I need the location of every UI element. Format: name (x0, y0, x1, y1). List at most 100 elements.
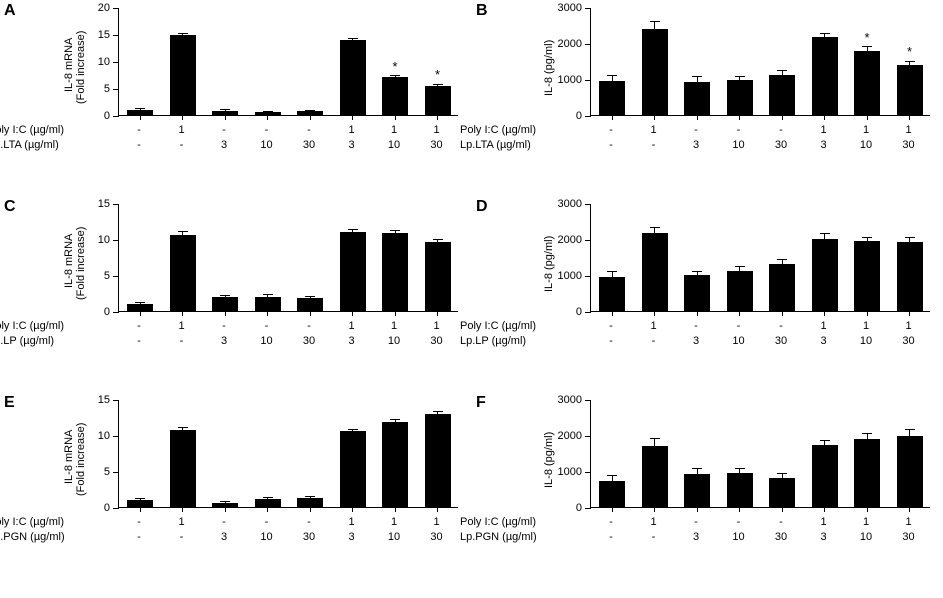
x-tick (182, 115, 183, 120)
panel-f: F0100020003000IL-8 (pg/ml)Poly I:C (µg/m… (476, 394, 936, 590)
condition-label: Poly I:C (µg/ml) (460, 516, 584, 528)
error-cap (135, 302, 145, 303)
bar (642, 446, 668, 507)
bar (812, 37, 838, 115)
condition-value: - (609, 139, 613, 151)
condition-value: 1 (863, 320, 869, 332)
error-cap (220, 295, 230, 296)
condition-value: 30 (303, 531, 315, 543)
bar (684, 275, 710, 311)
y-tick (113, 8, 119, 9)
condition-value: 1 (905, 320, 911, 332)
condition-value: 10 (260, 139, 272, 151)
x-tick (909, 115, 910, 120)
error-cap (178, 231, 188, 232)
y-tick-label: 0 (66, 111, 110, 121)
bar (382, 422, 408, 507)
condition-value: 1 (391, 124, 397, 136)
error-bar (867, 238, 868, 242)
condition-value: 10 (388, 531, 400, 543)
error-cap (263, 497, 273, 498)
condition-value: 30 (430, 139, 442, 151)
y-tick (113, 62, 119, 63)
x-tick (782, 311, 783, 316)
bar (599, 481, 625, 507)
x-tick (697, 507, 698, 512)
bar (684, 82, 710, 115)
condition-value: - (222, 516, 226, 528)
condition-value: - (137, 320, 141, 332)
condition-value: - (180, 335, 184, 347)
bar (297, 498, 323, 507)
x-tick (437, 507, 438, 512)
condition-row: Lp.LTA (µg/ml)--3103031030 (118, 139, 458, 154)
x-tick (824, 311, 825, 316)
plot-area: 051015IL-8 mRNA(Fold increase) (118, 204, 458, 312)
x-tick (654, 115, 655, 120)
condition-value: - (307, 320, 311, 332)
panel-b: B0100020003000IL-8 (pg/ml)**Poly I:C (µg… (476, 2, 936, 198)
y-tick (113, 35, 119, 36)
x-tick (267, 507, 268, 512)
condition-value: 1 (863, 124, 869, 136)
error-cap (348, 38, 358, 39)
condition-label: Lp.LTA (µg/ml) (460, 139, 584, 151)
condition-value: - (265, 124, 269, 136)
condition-value: 30 (303, 139, 315, 151)
error-bar (824, 34, 825, 37)
y-tick (113, 400, 119, 401)
bar (425, 86, 451, 115)
error-bar (909, 61, 910, 65)
y-tick (585, 472, 591, 473)
error-cap (433, 239, 443, 240)
condition-value: - (609, 531, 613, 543)
bar (255, 297, 281, 311)
bar (897, 65, 923, 115)
panel-d: D0100020003000IL-8 (pg/ml)Poly I:C (µg/m… (476, 198, 936, 394)
bar (642, 233, 668, 311)
error-bar (739, 266, 740, 270)
condition-row: Poly I:C (µg/ml)-1---111 (118, 124, 458, 139)
condition-value: 3 (693, 531, 699, 543)
error-cap (735, 76, 745, 77)
error-bar (867, 47, 868, 51)
condition-value: 3 (820, 335, 826, 347)
x-tick (739, 311, 740, 316)
error-cap (390, 75, 400, 76)
condition-value: 1 (391, 516, 397, 528)
y-tick-label: 15 (66, 395, 110, 405)
y-tick (113, 204, 119, 205)
bar (340, 431, 366, 507)
y-axis-label-line2: (Fold increase) (75, 31, 87, 104)
x-tick (697, 115, 698, 120)
error-bar (697, 468, 698, 473)
condition-value: 1 (650, 320, 656, 332)
condition-row: Lp.LP (µg/ml)--3103031030 (590, 335, 930, 350)
condition-value: - (737, 516, 741, 528)
x-tick (267, 115, 268, 120)
bar (425, 414, 451, 507)
condition-value: 1 (178, 516, 184, 528)
error-cap (905, 61, 915, 62)
error-cap (777, 473, 787, 474)
bar (897, 436, 923, 507)
condition-value: - (180, 139, 184, 151)
error-bar (697, 77, 698, 82)
panel-letter: D (476, 198, 488, 216)
y-tick (113, 436, 119, 437)
chart: 05101520IL-8 mRNA(Fold increase)**Poly I… (78, 8, 458, 116)
x-tick (182, 311, 183, 316)
condition-value: 10 (860, 531, 872, 543)
x-tick (395, 311, 396, 316)
condition-label: Poly I:C (µg/ml) (460, 124, 584, 136)
error-bar (782, 260, 783, 264)
condition-value: - (137, 335, 141, 347)
error-cap (263, 111, 273, 112)
x-tick (310, 115, 311, 120)
condition-value: 3 (820, 139, 826, 151)
error-cap (305, 296, 315, 297)
x-tick (867, 115, 868, 120)
x-tick (612, 115, 613, 120)
bar (212, 297, 238, 311)
error-cap (220, 501, 230, 502)
